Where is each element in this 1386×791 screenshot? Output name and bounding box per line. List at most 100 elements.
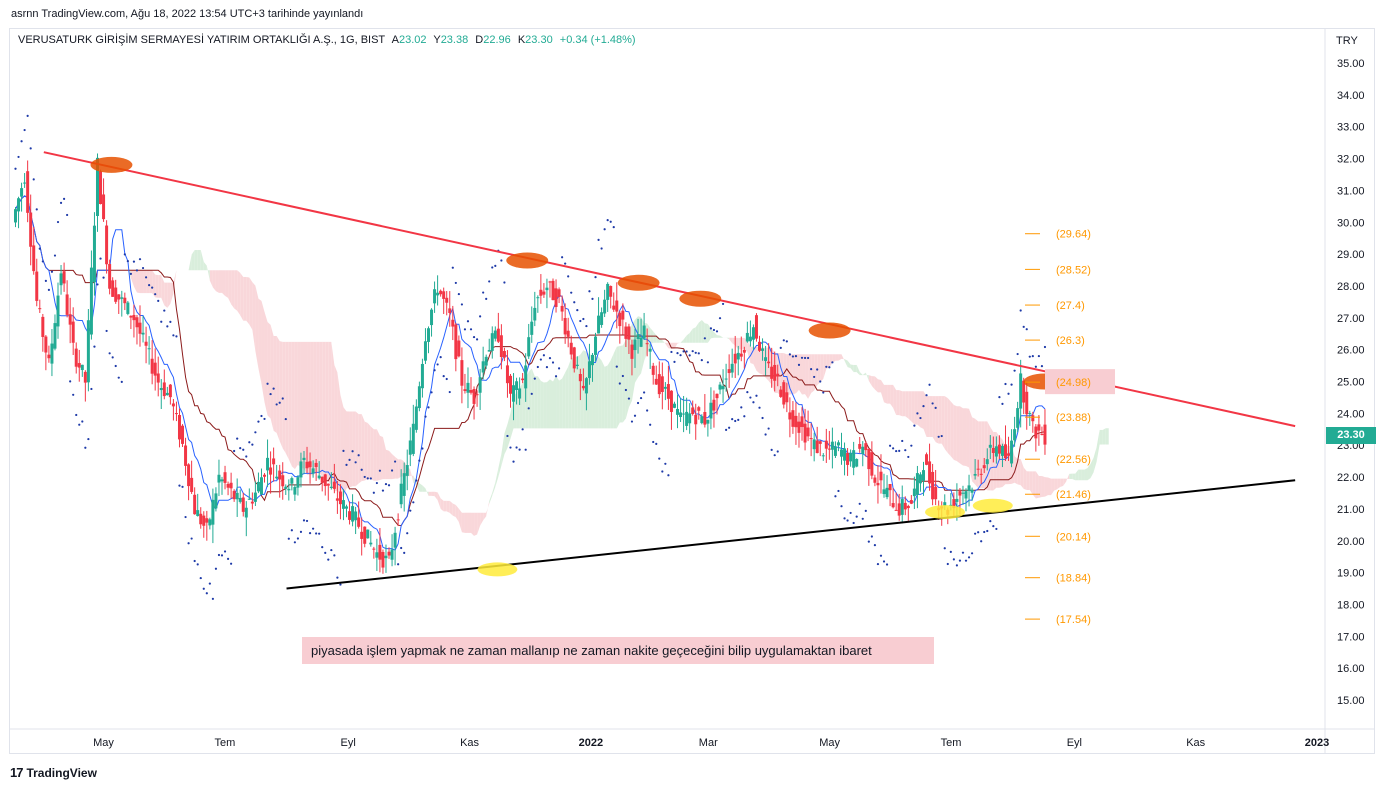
cloud-segment xyxy=(461,512,465,533)
cloud-segment xyxy=(106,197,110,215)
psar-dot xyxy=(66,213,69,217)
cloud-segment xyxy=(1075,469,1079,481)
candle-body xyxy=(952,499,956,508)
psar-dot xyxy=(612,226,615,229)
psar-dot xyxy=(169,320,172,323)
candle-body xyxy=(402,473,406,496)
cloud-segment xyxy=(756,346,760,374)
candle-body xyxy=(712,399,716,411)
candle-body xyxy=(150,358,154,374)
psar-dot xyxy=(436,363,439,366)
cloud-segment xyxy=(671,342,675,349)
cloud-segment xyxy=(865,372,869,381)
cloud-segment xyxy=(771,347,775,393)
cloud-segment xyxy=(953,404,957,462)
psar-dot xyxy=(904,449,907,452)
psar-dot xyxy=(561,256,564,259)
cloud-segment xyxy=(310,341,314,476)
psar-dot xyxy=(111,356,114,359)
psar-dot xyxy=(321,546,324,549)
cloud-segment xyxy=(349,411,353,488)
psar-dot xyxy=(564,262,567,265)
candle-body xyxy=(736,352,740,360)
cloud-segment xyxy=(352,411,356,487)
legend-close: 23.30 xyxy=(525,34,553,46)
cloud-segment xyxy=(759,347,763,375)
candle-body xyxy=(524,365,528,389)
kijun-line xyxy=(15,195,1046,527)
psar-dot xyxy=(138,258,142,261)
cloud-segment xyxy=(288,341,292,467)
psar-dot xyxy=(828,366,831,369)
candle-body xyxy=(836,442,840,446)
candle-body xyxy=(281,475,285,487)
candle-body xyxy=(420,363,424,389)
touch-high-marker xyxy=(617,274,660,291)
note-box[interactable]: piyasada işlem yapmak ne zaman mallanıp … xyxy=(302,637,934,664)
fib-level-label: (29.64) xyxy=(1056,229,1091,241)
cloud-segment xyxy=(887,384,891,404)
cloud-segment xyxy=(713,331,717,338)
candle-body xyxy=(196,510,200,517)
candle-body xyxy=(964,491,968,499)
cloud-segment xyxy=(978,421,982,489)
candle-body xyxy=(846,452,850,465)
candle-body xyxy=(758,341,762,351)
y-tick-label: 31.00 xyxy=(1337,185,1365,197)
cloud-segment xyxy=(905,391,909,419)
candle-body xyxy=(156,373,160,383)
psar-dot xyxy=(500,259,503,262)
psar-dot xyxy=(390,469,394,472)
psar-dot xyxy=(384,482,388,486)
cloud-segment xyxy=(689,328,693,343)
footer-brand[interactable]: 17 TradingView xyxy=(10,765,97,780)
cloud-segment xyxy=(194,250,198,271)
candle-body xyxy=(363,526,367,544)
psar-dot xyxy=(907,455,910,459)
psar-dot xyxy=(257,420,260,423)
psar-dot xyxy=(803,356,807,360)
y-tick-label: 22.00 xyxy=(1337,472,1365,484)
psar-dot xyxy=(858,502,861,505)
candle-body xyxy=(220,479,224,482)
psar-dot xyxy=(685,350,688,353)
currency-label[interactable]: TRY xyxy=(1336,35,1358,47)
candle-body xyxy=(797,421,801,433)
candle-body xyxy=(217,474,221,483)
candle-body xyxy=(1007,453,1011,456)
psar-dot xyxy=(998,396,1001,399)
candle-body xyxy=(909,500,913,504)
cloud-segment xyxy=(307,341,311,476)
candle-body xyxy=(606,283,610,300)
psar-dot xyxy=(712,328,716,332)
y-tick-label: 19.00 xyxy=(1337,568,1365,580)
cloud-segment xyxy=(738,337,742,350)
psar-dot xyxy=(800,356,804,359)
candle-body xyxy=(988,444,992,448)
psar-dot xyxy=(457,292,460,296)
fib-level-label: (17.54) xyxy=(1056,614,1091,626)
cloud-segment xyxy=(267,321,271,419)
cloud-segment xyxy=(340,395,344,498)
candle-body xyxy=(779,389,783,397)
cloud-segment xyxy=(355,411,359,487)
psar-dot xyxy=(852,521,855,525)
psar-dot xyxy=(673,360,676,363)
candle-body xyxy=(955,498,959,502)
psar-dot xyxy=(527,407,530,410)
candle-body xyxy=(1003,444,1007,459)
candle-body xyxy=(238,497,242,502)
cloud-segment xyxy=(893,384,897,416)
chart-frame[interactable] xyxy=(9,28,1375,754)
cloud-segment xyxy=(981,421,985,489)
psar-dot xyxy=(737,418,740,422)
cloud-segment xyxy=(133,270,137,293)
candle-body xyxy=(366,529,370,539)
psar-dot xyxy=(670,350,673,354)
psar-dot xyxy=(1043,345,1047,349)
psar-dot xyxy=(509,446,512,449)
x-tick-label: Mar xyxy=(699,737,718,749)
psar-dot xyxy=(855,515,858,518)
psar-dot xyxy=(108,352,111,355)
